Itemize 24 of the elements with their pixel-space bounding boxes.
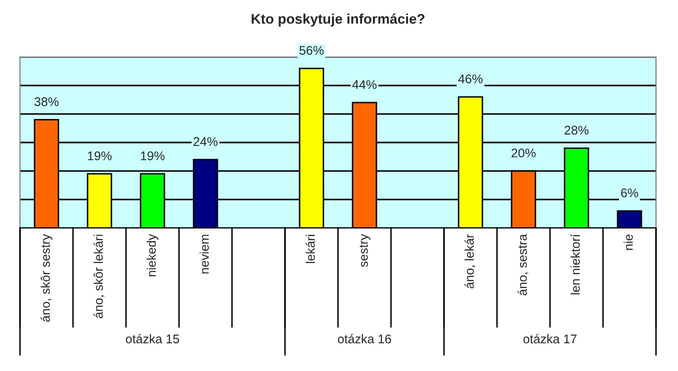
- data-label: 38%: [34, 97, 59, 106]
- data-label: 28%: [564, 126, 589, 135]
- chart-title: Kto poskytuje informácie?: [252, 13, 424, 27]
- data-label: 44%: [352, 80, 377, 89]
- x-tick-label: niekedy: [146, 234, 158, 276]
- data-label: 20%: [512, 148, 536, 158]
- data-label: 19%: [140, 151, 165, 160]
- data-label: 6%: [621, 188, 638, 198]
- data-label: 24%: [194, 137, 218, 146]
- text: otázka 15: [126, 334, 180, 344]
- x-tick-label: áno, skôr sestry: [40, 234, 52, 322]
- x-tick-label: áno, skôr lekári: [94, 234, 104, 318]
- x-tick-label: neviem: [200, 234, 209, 274]
- data-label: 19%: [88, 151, 112, 160]
- data-label: 56%: [299, 46, 324, 55]
- x-tick-label: len niektorí: [570, 234, 580, 294]
- x-tick-label: áno, lekár: [464, 234, 476, 288]
- x-tick-label: nie: [624, 234, 633, 250]
- x-tick-label: sestry: [360, 234, 370, 267]
- data-label: 46%: [458, 74, 483, 84]
- text: otázka 17: [523, 334, 576, 344]
- text: otázka 16: [338, 334, 392, 344]
- x-tick-label: lekári: [306, 234, 315, 264]
- x-tick-label: áno, sestra: [518, 234, 528, 296]
